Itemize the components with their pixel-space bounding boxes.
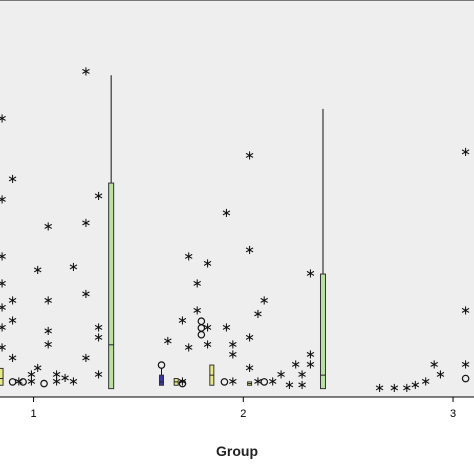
extreme-outlier-marker: ∗ bbox=[81, 351, 92, 366]
mild-outlier-marker bbox=[40, 379, 48, 388]
extreme-outlier-marker: ∗ bbox=[43, 337, 54, 352]
extreme-outlier-marker: ∗ bbox=[7, 314, 18, 329]
extreme-outlier-marker: ∗ bbox=[244, 243, 255, 258]
extreme-outlier-marker: ∗ bbox=[401, 381, 412, 396]
mild-outlier-marker bbox=[220, 378, 229, 386]
extreme-outlier-marker: ∗ bbox=[460, 304, 471, 319]
extreme-outlier-marker: ∗ bbox=[227, 347, 238, 362]
extreme-outlier-marker: ∗ bbox=[244, 331, 255, 346]
boxes-layer bbox=[0, 182, 326, 390]
extreme-outlier-marker: ∗ bbox=[389, 381, 400, 396]
extreme-outlier-marker: ∗ bbox=[43, 324, 54, 339]
x-axis-label: Group bbox=[216, 443, 258, 459]
extreme-outlier-marker: ∗ bbox=[81, 216, 92, 231]
extreme-outlier-marker: ∗ bbox=[93, 368, 104, 383]
extreme-outlier-marker: ∗ bbox=[93, 320, 104, 335]
extreme-outlier-marker: ∗ bbox=[305, 358, 316, 373]
extreme-outlier-marker: ∗ bbox=[259, 294, 270, 309]
extreme-outlier-marker: ∗ bbox=[192, 304, 203, 319]
extreme-outlier-marker: ∗ bbox=[221, 206, 232, 221]
box bbox=[108, 182, 115, 390]
extreme-outlier-marker: ∗ bbox=[0, 192, 8, 207]
extreme-outlier-marker: ∗ bbox=[7, 294, 18, 309]
extreme-outlier-marker: ∗ bbox=[183, 341, 194, 356]
box bbox=[0, 367, 4, 386]
mild-outlier-marker bbox=[19, 378, 27, 386]
extreme-outlier-marker: ∗ bbox=[305, 267, 316, 282]
mild-outlier-marker bbox=[461, 374, 470, 383]
whiskers-layer bbox=[110, 75, 324, 376]
extreme-outlier-marker: ∗ bbox=[51, 374, 62, 389]
extreme-outlier-marker: ∗ bbox=[202, 320, 213, 335]
extreme-outlier-marker: ∗ bbox=[32, 263, 43, 278]
extreme-outlier-marker: ∗ bbox=[460, 145, 471, 160]
extreme-outlier-marker: ∗ bbox=[81, 64, 92, 79]
extreme-outlier-marker: ∗ bbox=[276, 368, 287, 383]
extreme-outlier-marker: ∗ bbox=[284, 378, 295, 393]
extreme-outlier-marker: ∗ bbox=[305, 347, 316, 362]
extreme-outlier-marker: ∗ bbox=[202, 337, 213, 352]
extreme-outlier-marker: ∗ bbox=[0, 341, 8, 356]
extreme-outlier-marker: ∗ bbox=[0, 300, 8, 315]
extreme-outlier-marker: ∗ bbox=[244, 361, 255, 376]
box bbox=[158, 374, 164, 386]
extreme-outlier-marker: ∗ bbox=[81, 287, 92, 302]
extreme-outlier-marker: ∗ bbox=[244, 149, 255, 164]
extreme-outlier-marker: ∗ bbox=[192, 277, 203, 292]
x-ticks-layer: 1 2 3 bbox=[30, 397, 456, 420]
plot-area bbox=[0, 0, 474, 398]
extreme-outlier-marker: ∗ bbox=[43, 219, 54, 234]
extreme-outlier-marker: ∗ bbox=[60, 371, 71, 386]
extreme-outlier-marker: ∗ bbox=[13, 374, 24, 389]
extreme-outlier-marker: ∗ bbox=[202, 256, 213, 271]
x-tick-label: 3 bbox=[450, 408, 456, 420]
extreme-outlier-marker: ∗ bbox=[68, 260, 79, 275]
extreme-outlier-marker: ∗ bbox=[0, 277, 8, 292]
x-tick-label: 1 bbox=[30, 408, 36, 420]
extreme-outlier-marker: ∗ bbox=[0, 112, 8, 127]
extreme-outlier-marker: ∗ bbox=[460, 358, 471, 373]
extreme-outlier-marker: ∗ bbox=[183, 250, 194, 265]
extreme-outlier-marker: ∗ bbox=[290, 358, 301, 373]
extreme-outlier-marker: ∗ bbox=[374, 381, 385, 396]
extreme-outlier-marker: ∗ bbox=[7, 351, 18, 366]
extreme-outlier-marker: ∗ bbox=[0, 250, 8, 265]
extreme-outlier-marker: ∗ bbox=[267, 374, 278, 389]
extreme-outlier-marker: ∗ bbox=[7, 172, 18, 187]
x-tick-label: 2 bbox=[240, 408, 246, 420]
extreme-outlier-marker: ∗ bbox=[26, 374, 37, 389]
mild-outlier-marker bbox=[197, 330, 206, 339]
mild-outlier-marker bbox=[178, 379, 187, 388]
extreme-outlier-marker: ∗ bbox=[297, 378, 308, 393]
mild-outlier-marker bbox=[157, 361, 166, 369]
extreme-outlier-marker: ∗ bbox=[68, 374, 79, 389]
extreme-outlier-marker: ∗ bbox=[51, 368, 62, 383]
extreme-outlier-marker: ∗ bbox=[93, 331, 104, 346]
mild-outlier-marker bbox=[8, 378, 17, 386]
extreme-outlier-marker: ∗ bbox=[177, 314, 188, 329]
extreme-outlier-marker: ∗ bbox=[177, 374, 188, 389]
extreme-outlier-marker: ∗ bbox=[93, 189, 104, 204]
extreme-outlier-marker: ∗ bbox=[435, 368, 446, 383]
extreme-outlier-marker: ∗ bbox=[410, 378, 421, 393]
extreme-outlier-marker: ∗ bbox=[429, 358, 440, 373]
extreme-outlier-marker: ∗ bbox=[253, 374, 264, 389]
extreme-outlier-marker: ∗ bbox=[227, 337, 238, 352]
extreme-outlier-marker: ∗ bbox=[0, 320, 8, 335]
extreme-outlier-marker: ∗ bbox=[32, 361, 43, 376]
extreme-outlier-marker: ∗ bbox=[420, 374, 431, 389]
extreme-outlier-marker: ∗ bbox=[297, 368, 308, 383]
extreme-outlier-marker: ∗ bbox=[227, 374, 238, 389]
outliers-layer: ∗∗∗∗∗∗∗∗∗∗∗∗ ∗∗∗∗∗∗∗∗∗∗∗∗∗∗∗∗∗∗∗∗∗∗∗∗∗∗∗∗… bbox=[0, 64, 471, 396]
mild-outlier-marker bbox=[260, 378, 269, 386]
box bbox=[319, 273, 326, 390]
extreme-outlier-marker: ∗ bbox=[221, 320, 232, 335]
extreme-outlier-marker: ∗ bbox=[26, 368, 37, 383]
extreme-outlier-marker: ∗ bbox=[162, 334, 173, 349]
extreme-outlier-marker: ∗ bbox=[253, 307, 264, 322]
extreme-outlier-marker: ∗ bbox=[43, 294, 54, 309]
